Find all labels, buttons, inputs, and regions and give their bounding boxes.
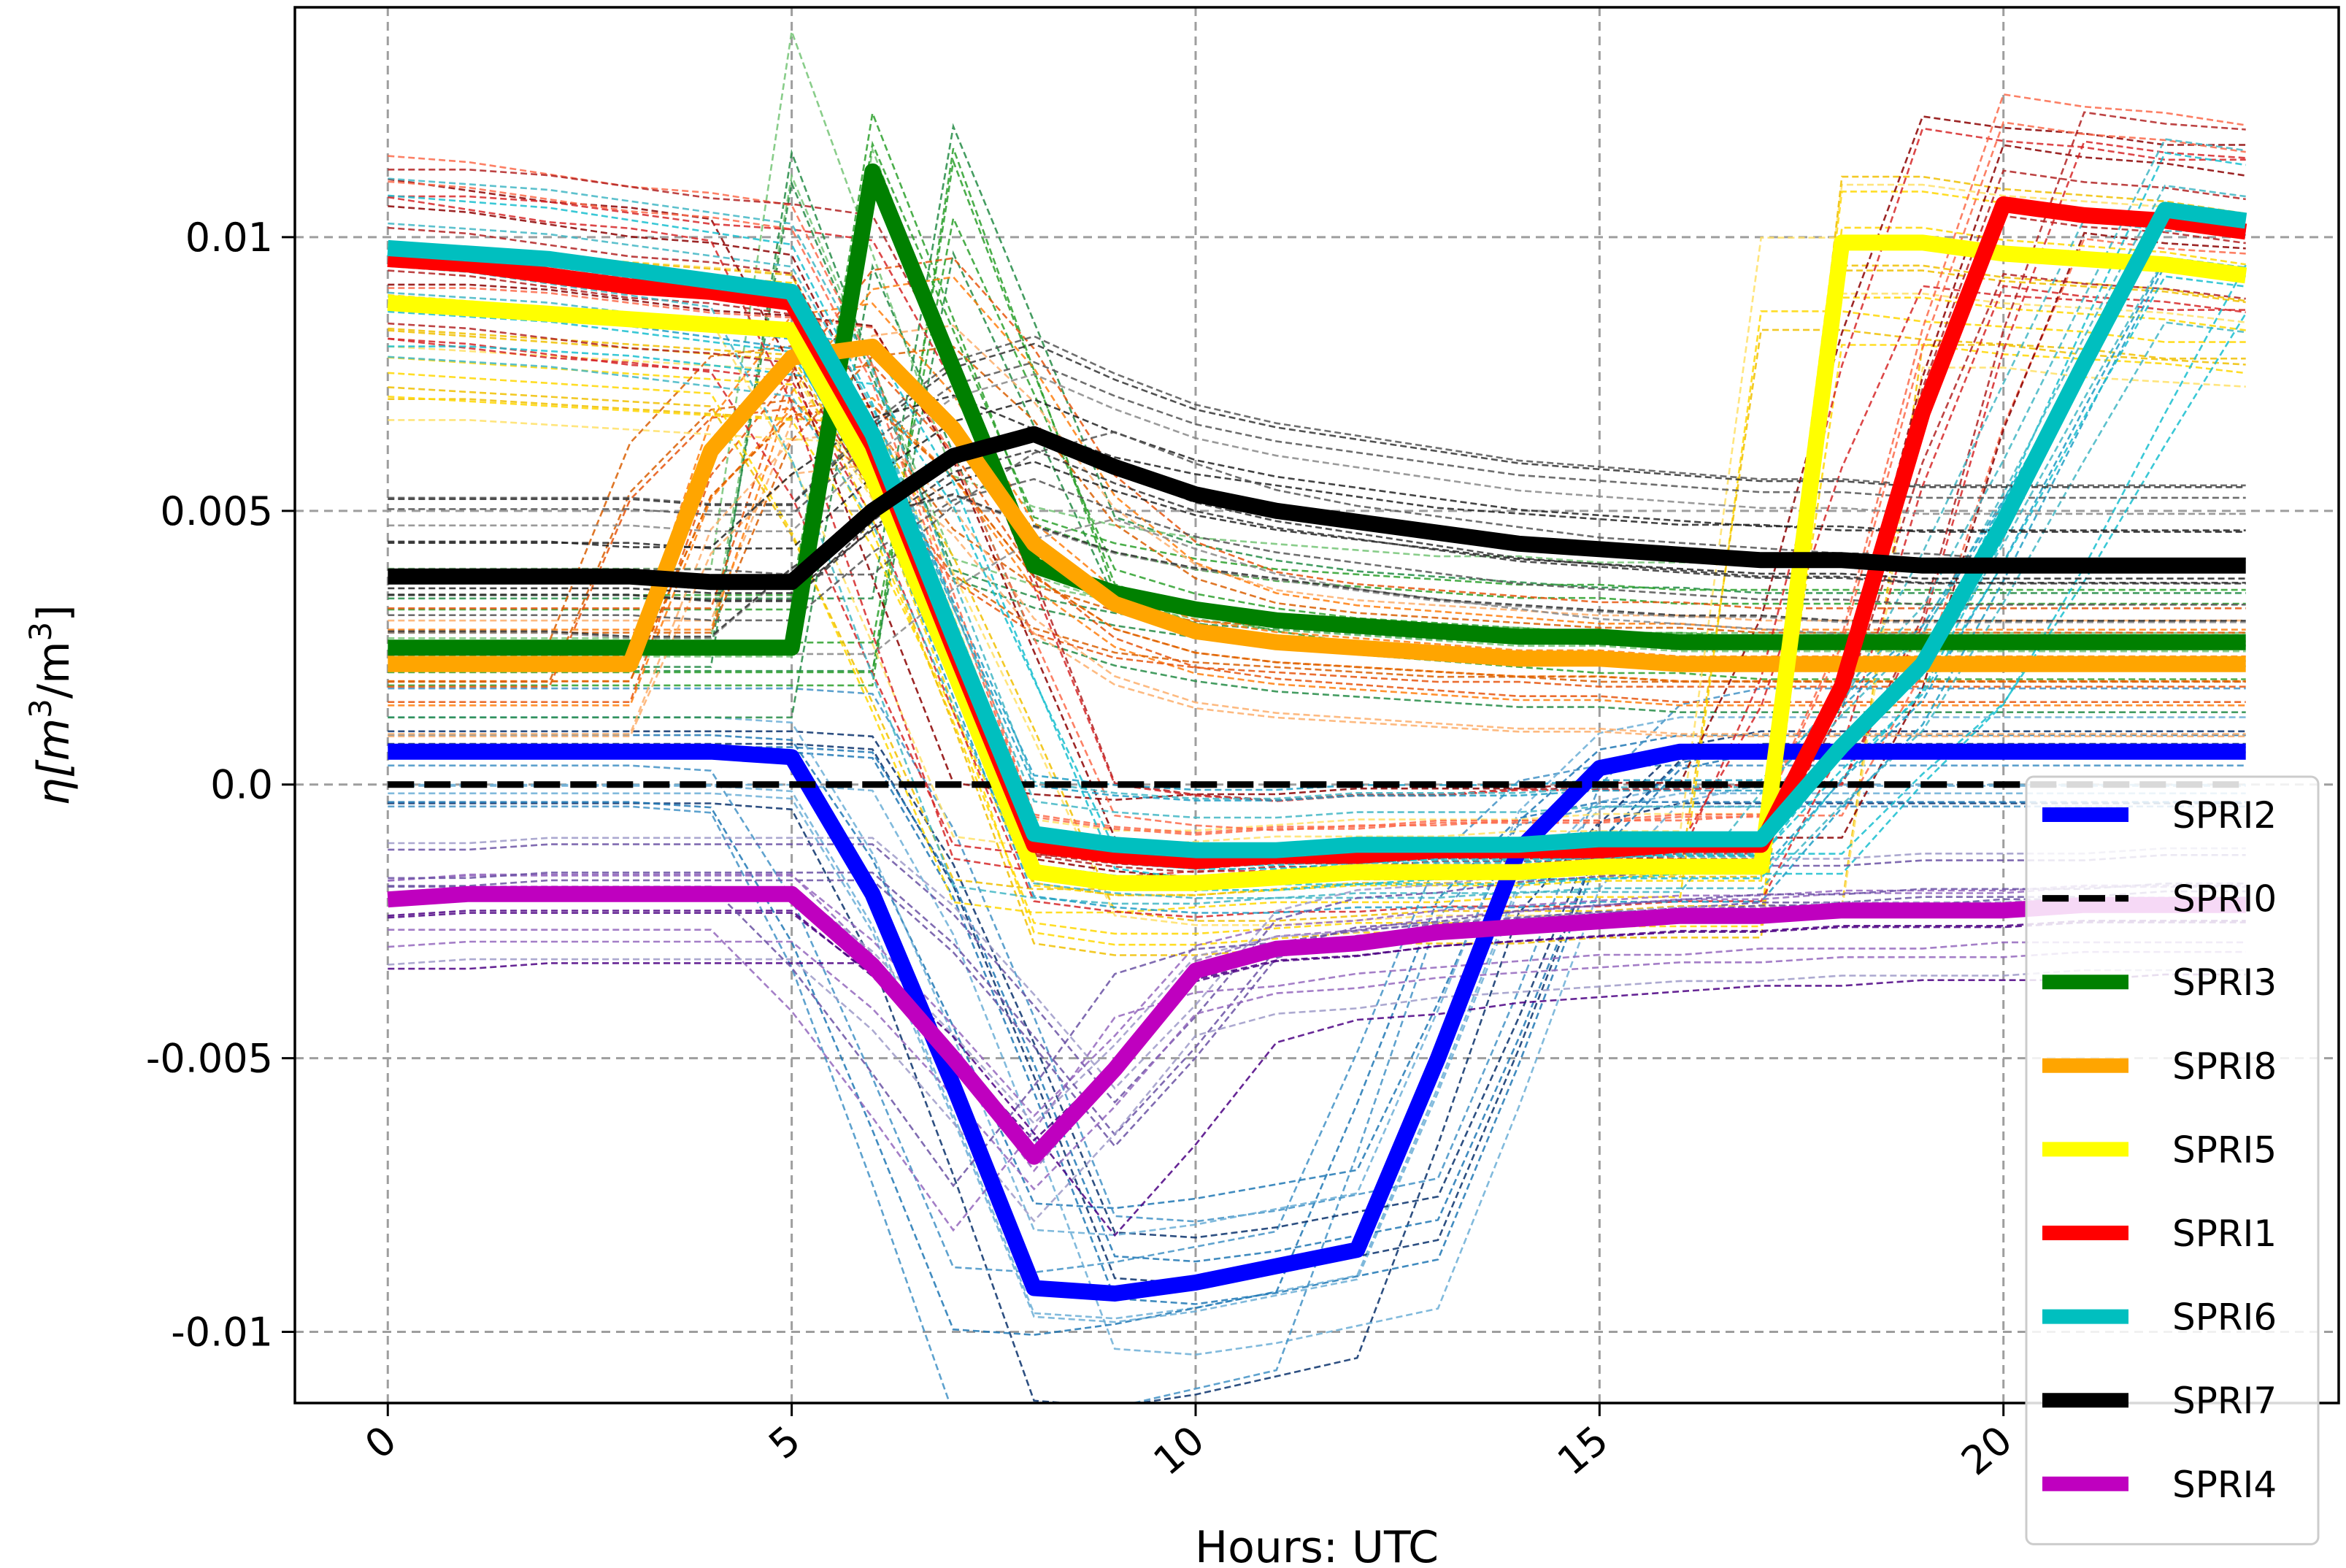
ensemble-line-spri6 [388, 184, 2246, 819]
ensemble-line-spri4 [388, 958, 2246, 1223]
ensemble-line-spri8 [388, 257, 2246, 610]
ensemble-line-spri6 [388, 151, 2246, 870]
ensemble-line-spri1 [388, 285, 2246, 918]
legend-label-spri3: SPRI3 [2172, 961, 2277, 1004]
ensemble-line-spri6 [388, 264, 2246, 914]
ensemble-line-spri1 [388, 169, 2246, 858]
ensemble-line-spri5 [388, 310, 2246, 914]
ensemble-line-spri7 [388, 431, 2246, 576]
legend-box [2025, 775, 2320, 1545]
ensemble-line-spri6 [388, 218, 2246, 905]
legend-label-spri6: SPRI6 [2172, 1296, 2277, 1339]
legend-label-spri0: SPRI0 [2172, 878, 2277, 921]
y-tick-label: 0.01 [185, 215, 273, 261]
ensemble-line-spri4 [388, 929, 2246, 1232]
y-tick-label: -0.005 [146, 1036, 273, 1082]
ensemble-line-spri7 [388, 361, 2246, 516]
ensemble-line-spri2 [388, 730, 2246, 1239]
series-line-spri8 [388, 338, 2246, 672]
ensemble-line-spri4 [388, 962, 2246, 1237]
y-axis-label-part: /m [28, 641, 80, 699]
y-tick-label: -0.01 [171, 1310, 273, 1356]
ensemble-line-spri3 [388, 263, 2246, 719]
ensemble-line-spri2 [388, 764, 2246, 1274]
y-tick-label: 0.005 [160, 488, 273, 534]
series-line-spri2 [388, 743, 2246, 1302]
ensemble-line-spri5 [388, 269, 2246, 888]
y-tick-label: 0.0 [210, 762, 273, 808]
series-line-spri1 [387, 196, 2247, 869]
legend-label-spri4: SPRI4 [2172, 1464, 2277, 1506]
ensemble-line-spri7 [388, 477, 2246, 622]
ensemble-line-spri6 [388, 312, 2247, 864]
ensemble-line-spri7 [388, 461, 2246, 594]
ensemble-line-spri7 [388, 448, 2246, 602]
ensemble-line-spri2 [388, 687, 2246, 1223]
series-lines [387, 163, 2247, 1302]
ensemble-line-spri2 [388, 801, 2246, 1336]
ensemble-line-spri6 [388, 321, 2246, 899]
y-axis-label-part: 3 [23, 699, 58, 718]
ensemble-line-spri2 [388, 802, 2246, 1403]
plot-frame [293, 6, 2340, 1404]
ensemble-line-spri5 [388, 344, 2246, 922]
series-line-spri6 [387, 201, 2247, 858]
x-axis-label: Hours: UTC [1195, 1522, 1439, 1568]
legend: SPRI2 SPRI0 SPRI3 SPRI8 SPRI5 SPRI1 SPRI6 SPRI7… [2025, 775, 2320, 1545]
ensemble-line-spri7 [388, 493, 2246, 638]
ensemble-line-spri6 [388, 275, 2246, 866]
ensemble-line-spri5 [388, 344, 2246, 896]
legend-label-spri5: SPRI5 [2172, 1129, 2277, 1171]
ensemble-line-spri5 [388, 175, 2246, 896]
ensemble-line-spri8 [388, 396, 2246, 707]
ensemble-line-spri4 [388, 843, 2246, 1104]
legend-label-spri7: SPRI7 [2172, 1380, 2277, 1422]
legend-label-spri2: SPRI2 [2172, 794, 2277, 837]
y-axis-label-part: ] [28, 604, 80, 621]
ensemble-line-spri3 [388, 140, 2246, 596]
ensemble-line-spri1 [388, 93, 2246, 834]
ensemble-line-spri8 [388, 404, 2246, 683]
ensemble-line-spri7 [388, 373, 2246, 533]
ensemble-line-spri2 [388, 734, 2246, 1210]
ensemble-line-spri5 [388, 296, 2246, 935]
ensemble-line-spri4 [388, 875, 2246, 1118]
ensemble-line-spri8 [388, 428, 2246, 735]
legend-label-spri1: SPRI1 [2172, 1212, 2277, 1255]
ensemble-line-spri8 [388, 324, 2246, 622]
ensemble-line-spri8 [388, 407, 2246, 688]
ensemble-line-spri3 [388, 185, 2246, 658]
y-axis-label: η[m3/m3] [23, 604, 80, 805]
ensemble-line-spri4 [388, 837, 2246, 1090]
ensemble-line-spri1 [388, 121, 2246, 836]
series-line-spri7 [388, 426, 2246, 591]
ensemble-line-spri1 [388, 127, 2246, 879]
y-axis: -0.01 -0.005 0.0 0.005 0.01 [146, 215, 295, 1356]
ensemble-line-spri4 [388, 940, 2246, 1191]
legend-label-spri8: SPRI8 [2172, 1045, 2277, 1088]
y-axis-label-part: η[m [28, 718, 80, 806]
ensemble-line-spri7 [388, 398, 2246, 550]
series-line-spri5 [387, 234, 2247, 891]
y-axis-label-part: 3 [23, 622, 58, 642]
ensemble-line-spri2 [388, 792, 2246, 1323]
ensemble-line-spri8 [388, 399, 2246, 683]
ensemble-line-spri7 [388, 493, 2246, 639]
series-line-spri4 [387, 885, 2246, 1165]
ensemble-line-spri4 [388, 910, 2246, 1155]
ensemble-line-spri5 [388, 183, 2246, 832]
